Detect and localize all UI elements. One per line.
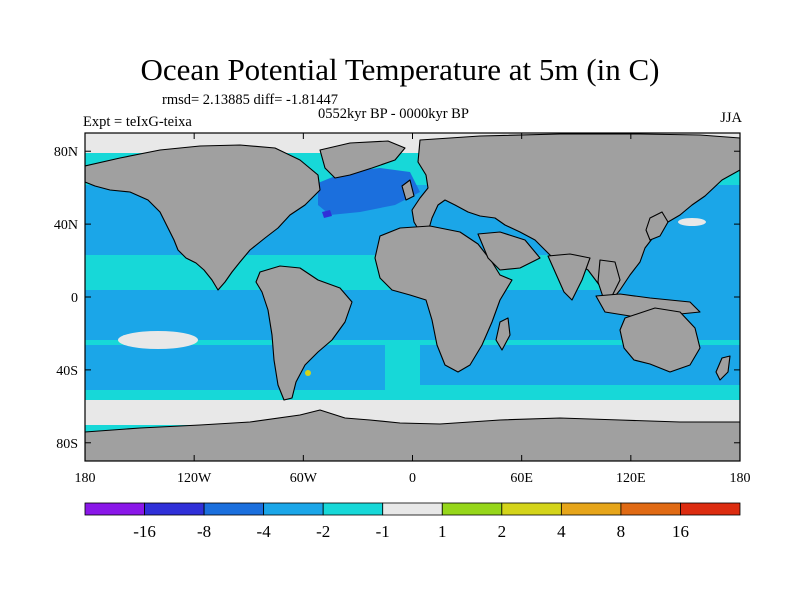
colorbar-label: -2 xyxy=(316,522,330,541)
colorbar-label: 2 xyxy=(498,522,507,541)
south-america xyxy=(255,265,353,401)
britain xyxy=(401,179,415,201)
lat-axis: 80N 40N 0 40S 80S xyxy=(54,145,740,452)
colorbar-swatch xyxy=(620,502,681,516)
lon-axis: 180 120W 60W 0 60E 120E 180 xyxy=(75,133,751,486)
colorbar-label: 8 xyxy=(617,522,626,541)
colorbar-label: 1 xyxy=(438,522,447,541)
colorbar-label: 4 xyxy=(557,522,566,541)
india xyxy=(547,253,591,301)
warm-spot xyxy=(305,370,311,376)
colorbar-label: -16 xyxy=(133,522,156,541)
north-america xyxy=(85,144,321,291)
colorbar-label: 16 xyxy=(672,522,689,541)
colorbar-label: -4 xyxy=(257,522,272,541)
north-atlantic-strong-cold xyxy=(322,210,332,218)
lat-tick-label: 40N xyxy=(54,218,78,233)
colorbar: -16 -8 -4 -2 -1 1 2 4 8 16 xyxy=(84,502,741,541)
arabia xyxy=(477,231,541,271)
africa xyxy=(374,225,513,373)
colorbar-label: -8 xyxy=(197,522,211,541)
lon-tick-label: 180 xyxy=(75,471,96,486)
colorbar-swatch xyxy=(263,502,324,516)
colorbar-swatch xyxy=(560,502,622,516)
lat-tick-label: 0 xyxy=(71,291,78,306)
colorbar-label: -1 xyxy=(376,522,390,541)
greenland xyxy=(319,140,406,179)
colorbar-swatch xyxy=(144,502,205,516)
experiment-label: Expt = teIxG-teixa xyxy=(83,114,192,130)
map-field xyxy=(85,133,740,461)
colorbar-swatch xyxy=(203,502,265,516)
map-title: Ocean Potential Temperature at 5m (in C) xyxy=(140,52,660,87)
lon-tick-label: 120E xyxy=(616,471,646,486)
land-masses xyxy=(85,133,740,461)
antarctica xyxy=(85,409,740,461)
colorbar-swatch xyxy=(382,502,443,516)
madagascar xyxy=(495,317,511,351)
colorbar-swatch xyxy=(322,502,384,516)
north-atlantic-cold-patch xyxy=(318,168,420,215)
lat-tick-label: 40S xyxy=(56,364,78,379)
lon-tick-label: 60W xyxy=(290,471,318,486)
lon-tick-label: 0 xyxy=(409,471,416,486)
new-zealand xyxy=(715,355,731,381)
period-label: 0552kyr BP - 0000kyr BP xyxy=(318,106,469,122)
colorbar-swatch xyxy=(501,502,562,516)
season-label: JJA xyxy=(720,110,742,126)
australia xyxy=(619,307,701,373)
colorbar-swatch xyxy=(680,502,741,516)
lat-tick-label: 80S xyxy=(56,437,78,452)
lon-tick-label: 60E xyxy=(510,471,533,486)
colorbar-swatch xyxy=(441,502,503,516)
stats-label: rmsd= 2.13885 diff= -1.81447 xyxy=(162,92,338,108)
lat-tick-label: 80N xyxy=(54,145,78,160)
colorbar-swatch xyxy=(84,502,145,516)
japan xyxy=(645,211,669,241)
lon-tick-label: 180 xyxy=(730,471,751,486)
lon-tick-label: 120W xyxy=(177,471,212,486)
